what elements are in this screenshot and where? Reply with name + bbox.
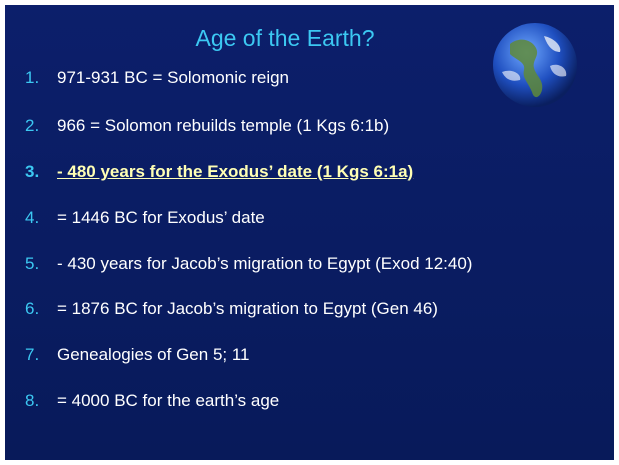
slide: Age of the Earth? 1.971-931 BC = Solomon… (5, 5, 614, 460)
item-text: = 4000 BC for the earth’s age (57, 391, 279, 410)
item-number: 5. (25, 252, 57, 276)
item-text: 971-931 BC = Solomonic reign (57, 68, 289, 87)
slide-title: Age of the Earth? (5, 25, 565, 52)
item-number: 2. (25, 114, 57, 138)
list-item: 7.Genealogies of Gen 5; 11 (25, 343, 250, 367)
list-item: 4.= 1446 BC for Exodus’ date (25, 206, 265, 230)
list-item: 3.- 480 years for the Exodus’ date (1 Kg… (25, 160, 413, 184)
page: {"slide": {"title": "Age of the Earth?",… (0, 0, 619, 465)
list-item: 1.971-931 BC = Solomonic reign (25, 66, 289, 90)
item-text: - 430 years for Jacob’s migration to Egy… (57, 254, 472, 273)
globe-icon (492, 22, 578, 108)
item-text: = 1876 BC for Jacob’s migration to Egypt… (57, 299, 438, 318)
item-number: 4. (25, 206, 57, 230)
item-text: - 480 years for the Exodus’ date (1 Kgs … (57, 162, 413, 181)
list-item: 8.= 4000 BC for the earth’s age (25, 389, 279, 413)
item-number: 1. (25, 66, 57, 90)
list-item: 2.966 = Solomon rebuilds temple (1 Kgs 6… (25, 114, 389, 138)
item-text: Genealogies of Gen 5; 11 (57, 345, 250, 364)
item-number: 6. (25, 297, 57, 321)
item-text: 966 = Solomon rebuilds temple (1 Kgs 6:1… (57, 116, 389, 135)
item-number: 8. (25, 389, 57, 413)
list-item: 6.= 1876 BC for Jacob’s migration to Egy… (25, 297, 438, 321)
list-item: 5.- 430 years for Jacob’s migration to E… (25, 252, 472, 276)
item-text: = 1446 BC for Exodus’ date (57, 208, 265, 227)
item-number: 3. (25, 160, 57, 184)
item-number: 7. (25, 343, 57, 367)
